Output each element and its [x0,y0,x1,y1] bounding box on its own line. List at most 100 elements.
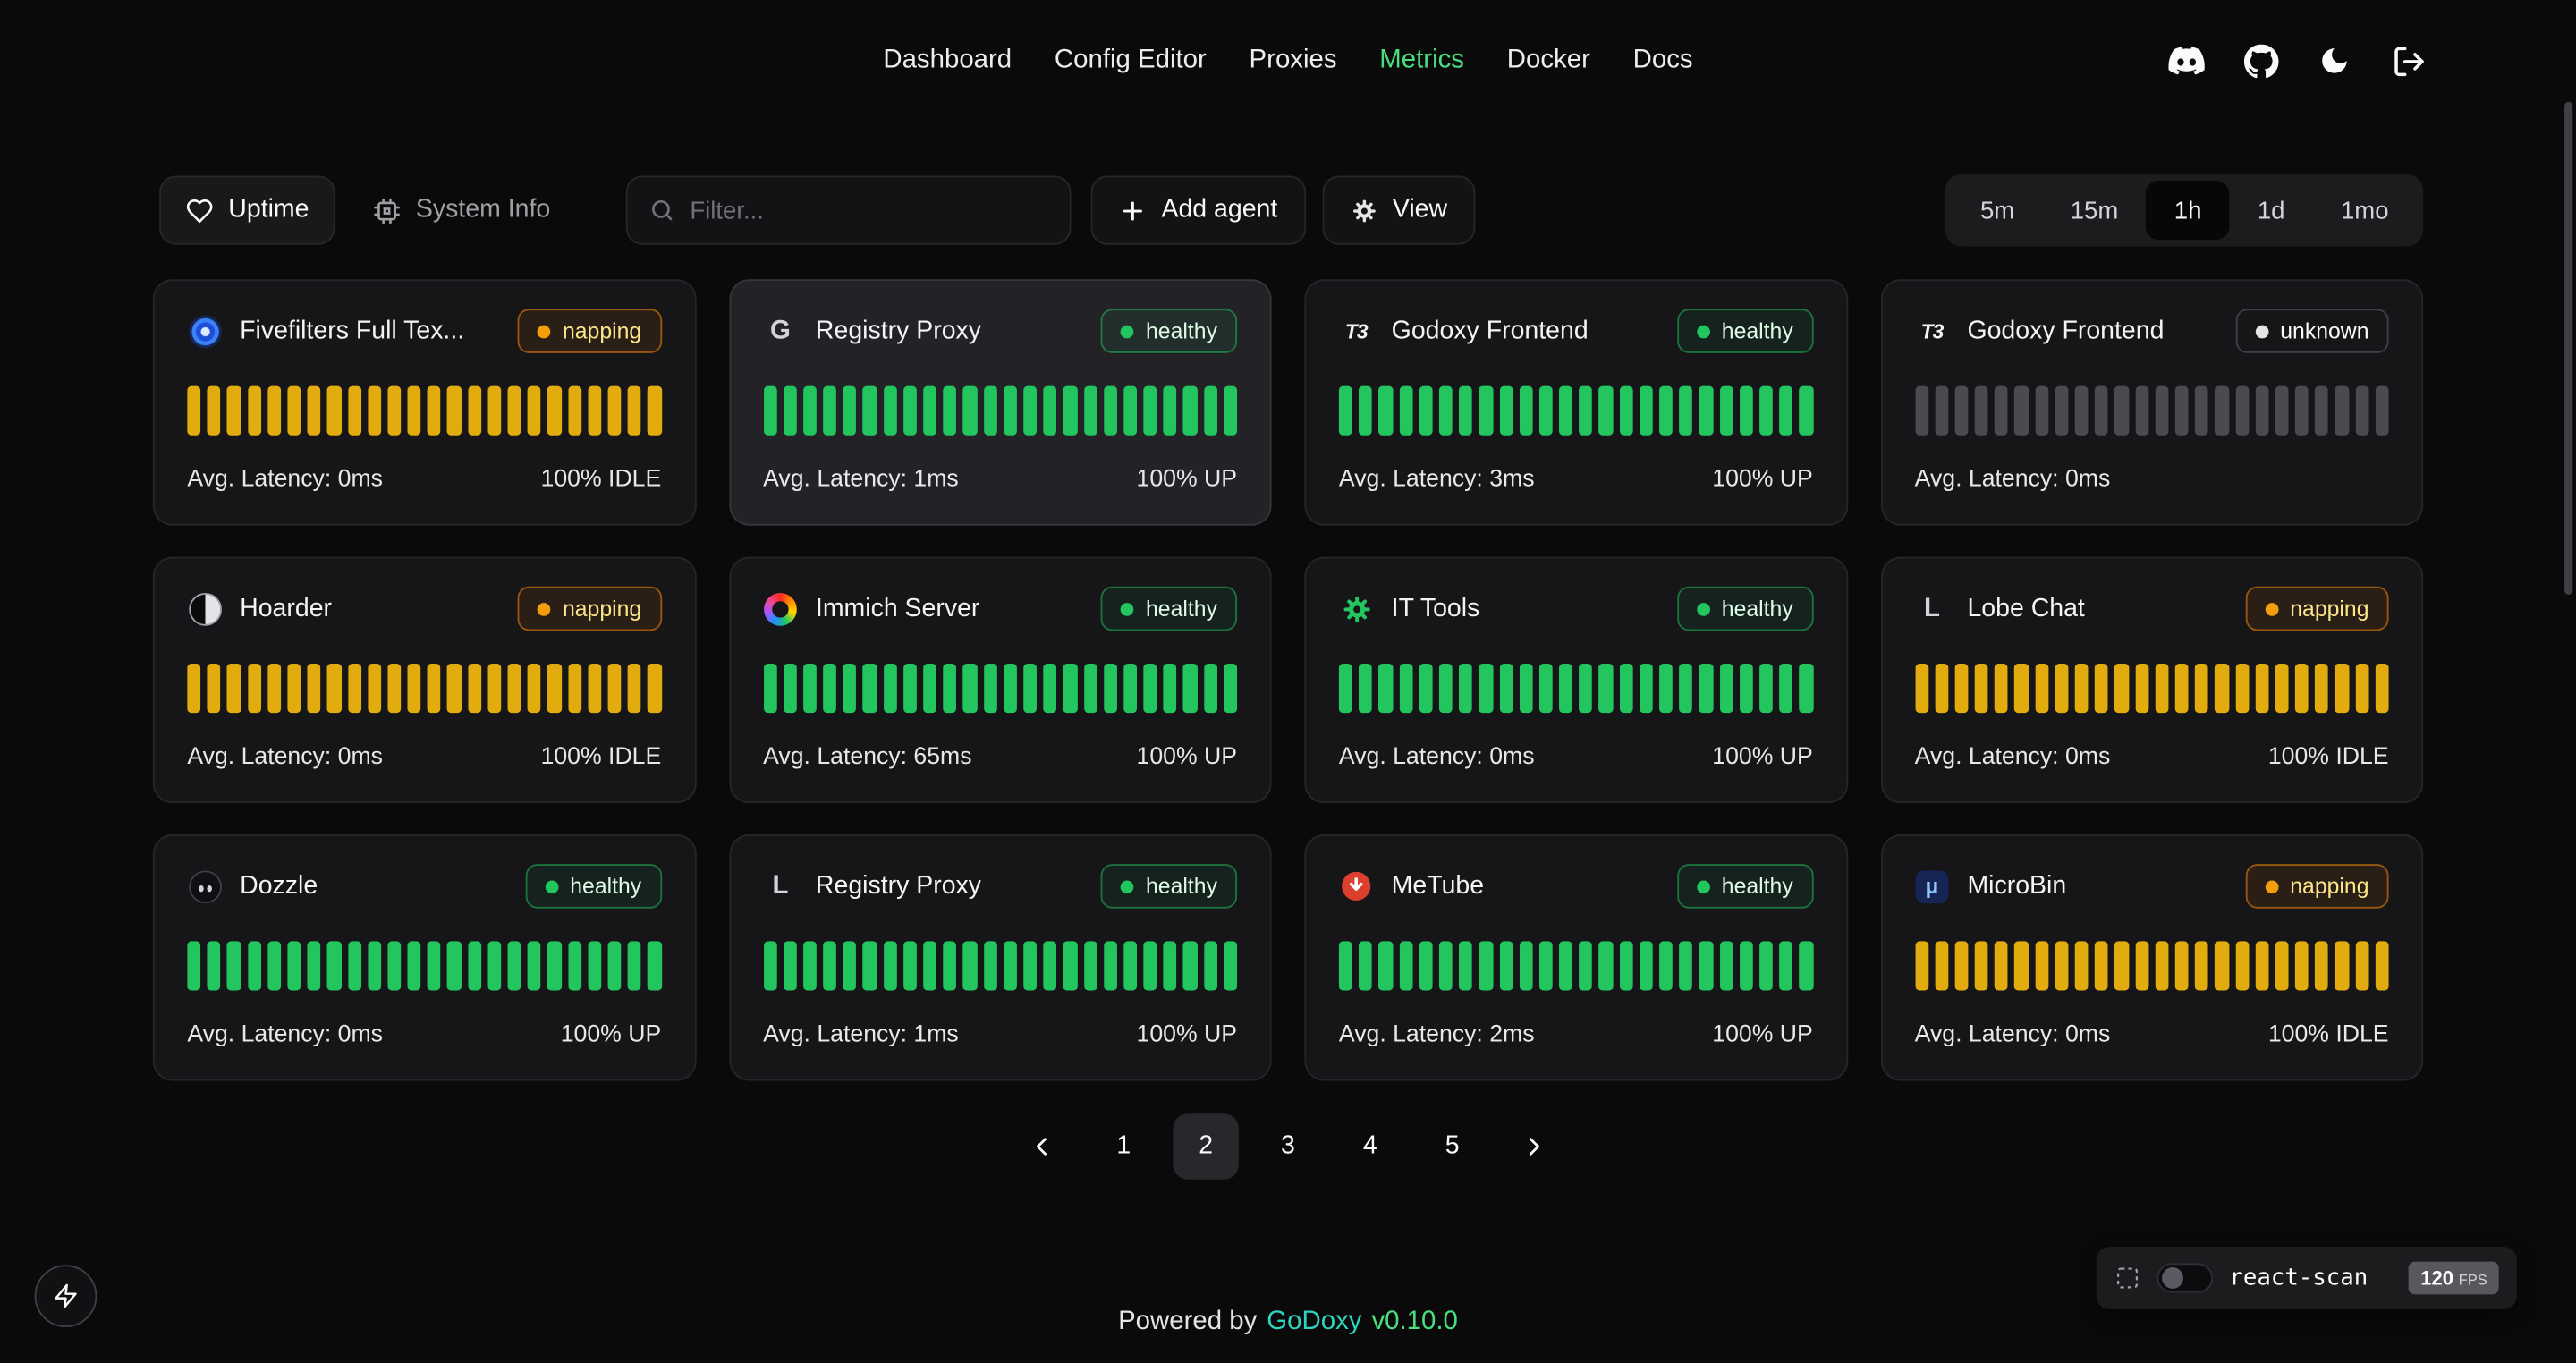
uptime-bar [1419,385,1433,435]
uptime-bar [2134,940,2148,990]
uptime-bar [1203,385,1217,435]
service-card-godoxy-frontend[interactable]: T3 Godoxy Frontend unknown Avg. Latency: 0m… [1880,279,2424,526]
uptime-bar [2134,385,2148,435]
uptime-bar [267,940,281,990]
uptime-bar [823,940,837,990]
uptime-bar [902,663,917,713]
uptime-bar [923,940,937,990]
discord-icon[interactable] [2167,41,2207,80]
uptime-bar [1023,940,1038,990]
service-card-dozzle[interactable]: Dozzle healthy Avg. Latency: 0ms 100% UP [152,834,696,1081]
uptime-bar [1954,385,1969,435]
pagination-next-button[interactable] [1502,1113,1567,1179]
service-name: IT Tools [1391,593,1480,622]
react-scan-toggle[interactable] [2157,1263,2214,1293]
page-button-3[interactable]: 3 [1255,1113,1320,1179]
service-card-registry-proxy[interactable]: L Registry Proxy healthy Avg. Latency: 1ms 1… [728,834,1272,1081]
nav-item-proxies[interactable]: Proxies [1249,46,1337,74]
filter-input[interactable] [690,196,1048,224]
scrollbar-thumb[interactable] [2564,101,2573,595]
time-range-1mo[interactable]: 1mo [2340,196,2389,224]
uptime-percent: 100% UP [1136,1021,1238,1048]
uptime-tab[interactable]: Uptime [159,175,335,245]
letter-l-icon: L [772,871,789,900]
uptime-bar [1063,385,1077,435]
uptime-bar [1758,385,1774,435]
system-info-tab[interactable]: System Info [349,176,575,245]
time-range-5m[interactable]: 5m [1979,196,2015,224]
uptime-bars [187,385,662,435]
service-card-registry-proxy[interactable]: G Registry Proxy healthy Avg. Latency: 1ms 1… [728,279,1272,526]
uptime-percent: 100% IDLE [2267,1021,2389,1048]
nav-item-docs[interactable]: Docs [1632,46,1693,74]
uptime-bars [187,940,662,990]
status-badge: healthy [1677,864,1813,909]
page-button-2[interactable]: 2 [1173,1113,1239,1180]
service-card-lobe-chat[interactable]: L Lobe Chat napping Avg. Latency: 0ms 100% I… [1880,556,2424,804]
service-card-metube[interactable]: MeTube healthy Avg. Latency: 2ms 100% UP [1304,834,1848,1081]
nav-item-dashboard[interactable]: Dashboard [883,46,1013,74]
status-dot-icon [538,324,552,338]
uptime-bar [1619,385,1633,435]
nav-item-metrics[interactable]: Metrics [1379,46,1465,74]
pagination-prev-button[interactable] [1009,1113,1074,1179]
uptime-bar [527,940,541,990]
uptime-bar [2034,940,2049,990]
search-icon [648,197,674,223]
uptime-bar [1779,385,1793,435]
uptime-bar [367,385,381,435]
add-agent-button[interactable]: Add agent [1090,175,1306,245]
service-card-it-tools[interactable]: IT Tools healthy Avg. Latency: 0ms 100% UP [1304,556,1848,804]
uptime-bar [1779,663,1793,713]
godoxy-link[interactable]: GoDoxy [1267,1308,1362,1336]
t3-icon: T3 [1920,319,1944,343]
uptime-bar [943,940,957,990]
view-button[interactable]: View [1321,175,1476,245]
moon-icon[interactable] [2315,41,2354,80]
uptime-bar [487,940,502,990]
page-button-4[interactable]: 4 [1337,1113,1402,1179]
service-card-microbin[interactable]: μ MicroBin napping Avg. Latency: 0ms 100% ID… [1880,834,2424,1081]
status-label: unknown [2280,318,2369,343]
uptime-bar [1679,385,1693,435]
status-badge: healthy [1101,864,1238,909]
uptime-bar [2334,385,2349,435]
time-range-1d[interactable]: 1d [2257,196,2285,224]
uptime-bar [2275,940,2289,990]
uptime-bar [1419,940,1433,990]
services-grid: Fivefilters Full Tex... napping Avg. Laten… [152,279,2424,1081]
footer: Powered by GoDoxy v0.10.0 [0,1308,2576,1337]
logout-icon[interactable] [2389,41,2428,80]
nav-item-docker[interactable]: Docker [1506,46,1590,74]
service-card-godoxy-frontend[interactable]: T3 Godoxy Frontend healthy Avg. Latency: 3m… [1304,279,1848,526]
service-card-immich-server[interactable]: Immich Server healthy Avg. Latency: 65ms 10… [728,556,1272,804]
uptime-bar [2095,385,2109,435]
uptime-bar [2014,663,2029,713]
letter-l-icon: L [1923,593,1940,622]
uptime-bar [588,385,602,435]
uptime-bar [1143,663,1157,713]
service-card-fivefilters-full-tex[interactable]: Fivefilters Full Tex... napping Avg. Laten… [152,279,696,526]
uptime-bar [1459,385,1473,435]
inspect-icon[interactable] [2114,1265,2140,1291]
page-button-5[interactable]: 5 [1419,1113,1485,1179]
nav-item-config-editor[interactable]: Config Editor [1054,46,1207,74]
uptime-bar [1579,663,1593,713]
time-range-15m[interactable]: 15m [2070,196,2119,224]
uptime-bars [1914,663,2389,713]
uptime-bar [2095,663,2109,713]
uptime-percent: 100% IDLE [540,744,662,771]
uptime-bar [962,385,978,435]
github-icon[interactable] [2241,41,2280,80]
zap-button[interactable] [34,1265,97,1328]
uptime-bar [307,940,321,990]
zap-icon [53,1283,79,1308]
page-button-1[interactable]: 1 [1091,1113,1157,1179]
service-card-hoarder[interactable]: Hoarder napping Avg. Latency: 0ms 100% IDLE [152,556,696,804]
time-range-1h[interactable]: 1h [2146,181,2230,241]
uptime-bar [1659,385,1674,435]
uptime-bar [923,663,937,713]
uptime-bar [1183,385,1198,435]
uptime-bar [1799,663,1813,713]
uptime-bar [1359,385,1373,435]
